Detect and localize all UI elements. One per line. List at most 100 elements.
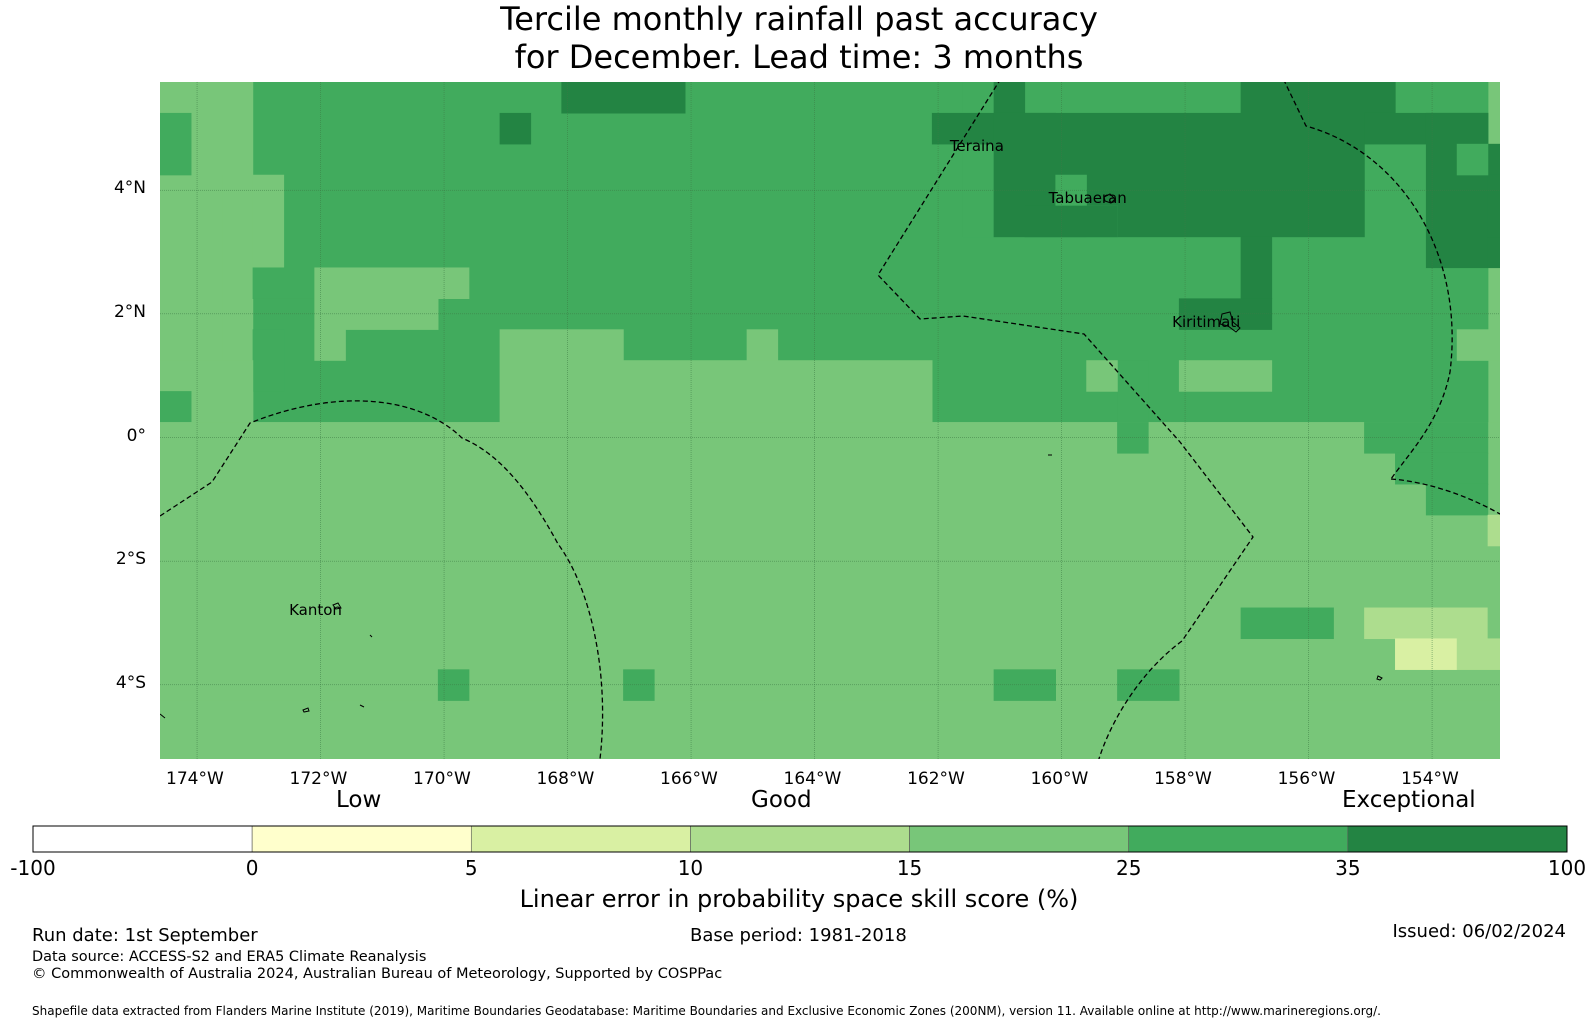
skill-cell xyxy=(160,422,1500,701)
legend-category-exceptional: Exceptional xyxy=(1342,787,1476,813)
legend-tick-label: -100 xyxy=(10,856,56,880)
skill-cell xyxy=(1086,360,1118,392)
skill-cell xyxy=(1395,638,1458,670)
skill-cell xyxy=(252,267,315,299)
legend-category-low: Low xyxy=(336,787,382,813)
legend-tick-label: 10 xyxy=(677,856,704,880)
eez-boundary-line-islands-north xyxy=(877,82,1254,759)
y-tick-label: 2°S xyxy=(115,549,146,570)
x-tick-label: 164°W xyxy=(783,769,842,789)
skill-cell xyxy=(160,174,223,361)
island-kanton-outline xyxy=(332,602,342,610)
place-label-kiritimati: Kiritimati xyxy=(1172,313,1241,332)
legend-swatch xyxy=(1347,825,1568,853)
island-small-3 xyxy=(359,704,365,708)
map-title-line-1: Tercile monthly rainfall past accuracy xyxy=(500,0,1098,38)
x-tick-label: 166°W xyxy=(660,769,718,789)
skill-cell xyxy=(1425,112,1489,269)
skill-cell xyxy=(160,391,192,423)
legend-swatch xyxy=(690,825,910,853)
island-small-1 xyxy=(369,634,373,638)
skill-cell xyxy=(1240,82,1396,114)
legend-tick-label: 100 xyxy=(1547,856,1587,880)
skill-cell xyxy=(437,669,470,701)
legend-swatch xyxy=(1128,825,1349,853)
island-small-4 xyxy=(160,713,166,719)
skill-cell xyxy=(314,267,439,330)
skill-cell xyxy=(561,82,686,114)
skill-cell xyxy=(1487,514,1500,547)
eez-boundary-line-islands-east xyxy=(1284,82,1453,480)
skill-cell xyxy=(1178,298,1273,330)
place-label-teraina: Teraina xyxy=(949,136,1004,155)
y-tick-label: 2°N xyxy=(113,301,146,322)
island-small-2 xyxy=(302,707,310,713)
run-date: Run date: 1st September xyxy=(32,925,258,946)
graticule xyxy=(160,82,1500,759)
skill-cell xyxy=(1364,422,1489,454)
skill-cell xyxy=(1055,174,1087,207)
x-tick-label: 158°W xyxy=(1154,769,1212,789)
place-label-tabuaeran: Tabuaeran xyxy=(1048,189,1127,208)
y-tick-label: 0° xyxy=(126,425,146,446)
legend-swatch xyxy=(909,825,1130,853)
skill-cell xyxy=(1395,452,1489,485)
legend-colorbar xyxy=(32,825,1568,853)
legend-category-good: Good xyxy=(751,787,812,813)
eez-boundary-line-islands-southeast xyxy=(1390,478,1500,515)
x-tick-label: 170°W xyxy=(413,769,471,789)
x-tick-label: 162°W xyxy=(907,769,965,789)
legend-tick-label: 35 xyxy=(1335,856,1361,880)
legend-swatch xyxy=(32,825,253,853)
legend-tick-label: 25 xyxy=(1115,856,1142,880)
x-tick-label: 154°W xyxy=(1401,769,1459,789)
island-kiritimati-outline xyxy=(1219,311,1241,333)
x-tick-label: 160°W xyxy=(1030,769,1089,789)
x-tick-label: 156°W xyxy=(1277,769,1336,789)
x-tick-label: 174°W xyxy=(166,769,224,789)
island-small-5 xyxy=(1376,675,1383,681)
legend-tick-label: 0 xyxy=(245,856,259,880)
copyright: © Commonwealth of Australia 2024, Austra… xyxy=(32,966,723,982)
skill-cell xyxy=(1240,607,1334,640)
skill-cell xyxy=(746,329,779,361)
skill-score-map xyxy=(160,82,1500,759)
legend-title: Linear error in probability space skill … xyxy=(519,885,1079,913)
island-tabuaeran-outline xyxy=(1103,193,1116,204)
skill-cell xyxy=(993,82,1026,114)
island-outlines xyxy=(160,193,1383,719)
skill-cell xyxy=(1024,205,1118,238)
y-tick-label: 4°S xyxy=(115,672,146,693)
eez-boundary-phoenix-islands xyxy=(160,400,604,759)
x-tick-label: 168°W xyxy=(536,769,595,789)
skill-cell xyxy=(1487,174,1500,238)
skill-cell xyxy=(314,329,346,361)
x-tick-label: 172°W xyxy=(289,769,348,789)
map-title-line-2: for December. Lead time: 3 months xyxy=(514,38,1084,76)
skill-cell xyxy=(252,329,285,392)
issued-date: Issued: 06/02/2024 xyxy=(1392,921,1566,942)
shapefile-credit: Shapefile data extracted from Flanders M… xyxy=(32,1004,1381,1018)
y-tick-label: 4°N xyxy=(113,178,146,199)
base-period: Base period: 1981-2018 xyxy=(690,925,907,946)
skill-cell xyxy=(1117,422,1149,454)
skill-cell xyxy=(1117,669,1180,701)
legend-swatch xyxy=(251,825,472,853)
skill-cell xyxy=(1456,329,1500,361)
skill-cell xyxy=(1425,483,1489,516)
legend-frame xyxy=(32,825,1568,853)
skill-cell xyxy=(1364,607,1489,640)
skill-cells xyxy=(160,82,1500,759)
skill-cell xyxy=(437,267,470,299)
skill-cell xyxy=(1487,607,1500,640)
skill-cell xyxy=(1178,360,1273,392)
skill-cell xyxy=(1456,143,1489,176)
legend-swatch xyxy=(470,825,691,853)
skill-cell xyxy=(252,174,285,269)
skill-cell xyxy=(623,669,655,701)
skill-cell xyxy=(499,112,532,145)
legend-tick-label: 15 xyxy=(896,856,923,880)
skill-cell xyxy=(160,112,192,176)
skill-cell xyxy=(1456,638,1500,670)
skill-cell xyxy=(993,669,1056,701)
